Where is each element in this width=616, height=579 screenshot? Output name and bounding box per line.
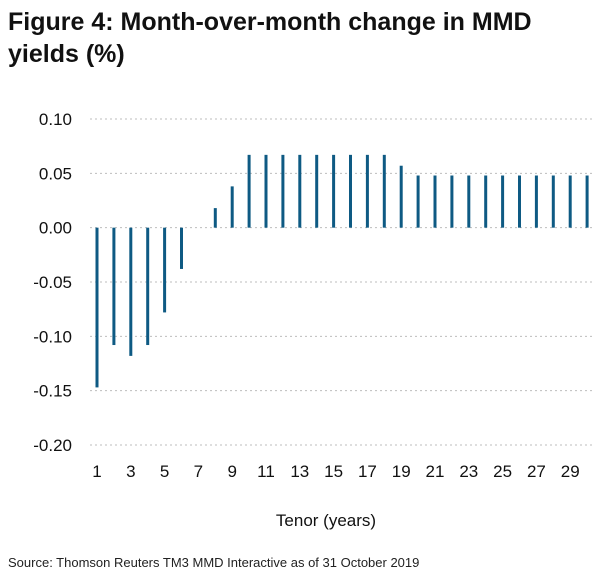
x-tick-label: 11 <box>257 462 275 481</box>
gridlines <box>90 118 594 446</box>
y-tick-label: 0.00 <box>39 219 72 238</box>
y-axis-tick-labels: 0.10 0.05 0.00 -0.05 -0.10 -0.15 -0.20 <box>33 110 72 455</box>
y-tick-label: 0.05 <box>39 164 72 183</box>
bars <box>95 154 589 388</box>
bar-tenor-17 <box>365 154 369 228</box>
chart-title: Figure 4: Month-over-month change in MMD… <box>8 8 532 68</box>
x-tick-label: 9 <box>227 462 236 481</box>
bar-tenor-10 <box>247 154 251 228</box>
bar-tenor-25 <box>501 175 505 228</box>
x-tick-label: 1 <box>92 462 101 481</box>
bar-tenor-20 <box>416 175 420 228</box>
bar-tenor-4 <box>146 227 150 346</box>
bar-tenor-6 <box>180 227 183 269</box>
x-tick-label: 15 <box>324 462 343 481</box>
bar-tenor-19 <box>399 165 403 228</box>
bar-tenor-5 <box>163 227 167 313</box>
bar-tenor-14 <box>315 154 319 228</box>
x-axis-label: Tenor (years) <box>276 511 376 530</box>
x-tick-label: 29 <box>561 462 580 481</box>
bar-tenor-27 <box>534 175 538 228</box>
x-tick-label: 7 <box>194 462 203 481</box>
bar-tenor-21 <box>433 175 437 228</box>
x-tick-label: 27 <box>527 462 546 481</box>
bar-tenor-1 <box>95 227 99 388</box>
bar-tenor-13 <box>298 154 302 228</box>
x-tick-label: 17 <box>358 462 377 481</box>
bar-tenor-3 <box>129 227 133 356</box>
bar-tenor-28 <box>551 175 555 228</box>
bar-tenor-2 <box>112 227 116 346</box>
bar-tenor-29 <box>568 175 572 228</box>
bar-tenor-9 <box>230 186 234 228</box>
y-tick-label: 0.10 <box>39 110 72 129</box>
y-tick-label: -0.20 <box>33 436 72 455</box>
x-tick-label: 23 <box>459 462 478 481</box>
bar-tenor-12 <box>281 154 285 228</box>
source-note: Source: Thomson Reuters TM3 MMD Interact… <box>8 555 420 570</box>
bar-tenor-18 <box>382 154 386 228</box>
bar-tenor-16 <box>349 154 352 228</box>
bar-tenor-11 <box>264 154 268 228</box>
bar-tenor-22 <box>450 175 454 228</box>
x-axis-tick-labels: 1 3 5 7 9 11 13 15 17 19 21 23 25 27 29 <box>92 462 579 481</box>
bar-tenor-24 <box>484 175 488 228</box>
x-tick-label: 19 <box>392 462 411 481</box>
x-tick-label: 5 <box>160 462 169 481</box>
y-tick-label: -0.15 <box>33 382 72 401</box>
bar-tenor-30 <box>585 175 589 228</box>
bar-tenor-15 <box>332 154 336 228</box>
x-tick-label: 3 <box>126 462 135 481</box>
x-tick-label: 13 <box>290 462 309 481</box>
x-tick-label: 25 <box>493 462 512 481</box>
y-tick-label: -0.10 <box>33 327 72 346</box>
bar-tenor-23 <box>467 175 471 228</box>
y-tick-label: -0.05 <box>33 273 72 292</box>
bar-tenor-8 <box>213 208 217 228</box>
bar-tenor-26 <box>518 175 521 228</box>
x-tick-label: 21 <box>426 462 445 481</box>
